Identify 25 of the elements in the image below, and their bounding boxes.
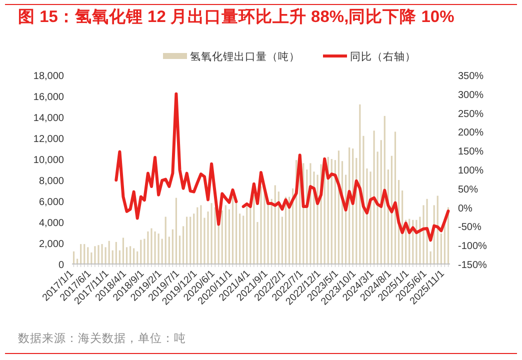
source-note: 数据来源：海关数据，单位：吨 (18, 331, 186, 345)
legend-label: 氢氧化锂出口量（吨） (190, 50, 300, 63)
y-tick-label: 12,000 (33, 134, 64, 145)
y-tick-label: 6,000 (38, 197, 64, 208)
y-tick-label: 8,000 (38, 176, 64, 187)
y-tick-label: 0 (58, 260, 64, 271)
chart-title: 图 15：氢氧化锂 12 月出口量环比上升 88%,同比下降 10% (18, 7, 455, 26)
y2-tick-label: 50% (458, 184, 478, 196)
y2-tick-label: 250% (458, 108, 484, 120)
legend-label: 同比（右轴） (350, 50, 416, 63)
y2-tick-label: 350% (458, 71, 484, 82)
y-tick-label: 14,000 (33, 113, 64, 124)
y2-tick-label: 150% (458, 146, 484, 158)
y-tick-label: 2,000 (38, 239, 64, 250)
y-tick-label: 10,000 (33, 155, 64, 166)
y2-tick-label: -100% (458, 241, 488, 252)
y2-tick-label: -150% (458, 260, 488, 271)
y-tick-label: 16,000 (33, 92, 64, 103)
y2-tick-label: 300% (458, 90, 484, 101)
y2-tick-label: 100% (458, 166, 484, 176)
y2-tick-label: -50% (458, 222, 482, 234)
y2-tick-label: 0% (458, 203, 473, 214)
y-tick-label: 18,000 (33, 71, 64, 82)
y-tick-label: 4,000 (38, 218, 64, 229)
y2-tick-label: 200% (458, 128, 484, 139)
